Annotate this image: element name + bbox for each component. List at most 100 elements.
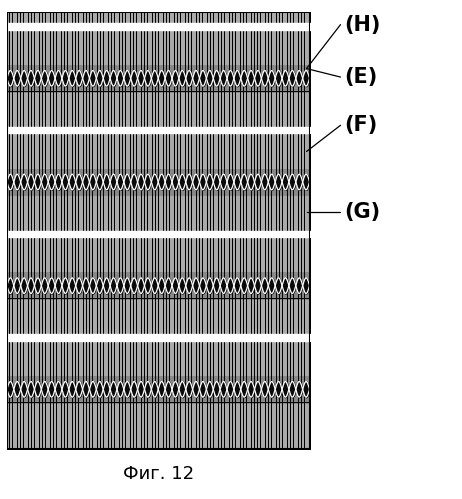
- Point: [109, 82, 116, 90]
- Point: [142, 104, 150, 112]
- Point: [272, 348, 279, 356]
- Point: [236, 285, 243, 293]
- Point: [87, 226, 94, 234]
- Point: [65, 430, 73, 438]
- Point: [255, 182, 262, 190]
- Point: [148, 152, 155, 160]
- Point: [291, 82, 298, 90]
- Point: [128, 122, 136, 130]
- Point: [84, 276, 91, 284]
- Point: [5, 250, 12, 258]
- Point: [62, 226, 70, 234]
- Point: [156, 311, 163, 319]
- Point: [117, 152, 125, 160]
- Point: [197, 182, 205, 190]
- Point: [90, 58, 97, 66]
- Point: [79, 432, 86, 440]
- Point: [29, 356, 36, 364]
- Point: [32, 67, 39, 75]
- Point: [304, 309, 312, 317]
- Point: [60, 302, 67, 310]
- Point: [227, 422, 235, 430]
- Point: [7, 296, 15, 304]
- Point: [60, 274, 67, 282]
- Point: [288, 65, 296, 73]
- Point: [142, 324, 150, 332]
- Point: [117, 30, 125, 38]
- Point: [225, 256, 232, 264]
- Point: [92, 372, 100, 380]
- Point: [296, 224, 304, 232]
- Point: [37, 176, 45, 184]
- Point: [189, 443, 196, 451]
- Point: [43, 354, 50, 362]
- Point: [43, 278, 50, 286]
- Point: [192, 328, 199, 336]
- Point: [192, 300, 199, 308]
- Point: [294, 15, 301, 23]
- Point: [236, 76, 243, 84]
- Point: [233, 435, 240, 443]
- Point: [24, 245, 31, 252]
- Point: [304, 289, 312, 297]
- Point: [57, 197, 64, 205]
- Point: [90, 443, 97, 451]
- Point: [60, 300, 67, 308]
- Point: [178, 409, 185, 417]
- Point: [158, 193, 166, 201]
- Point: [21, 221, 28, 229]
- Point: [148, 234, 155, 242]
- Point: [167, 219, 174, 227]
- Point: [62, 95, 70, 103]
- Point: [123, 68, 130, 76]
- Point: [244, 121, 251, 129]
- Point: [103, 304, 111, 312]
- Point: [79, 98, 86, 106]
- Point: [167, 48, 174, 56]
- Point: [21, 43, 28, 51]
- Point: [15, 87, 23, 95]
- Point: [35, 348, 42, 356]
- Point: [62, 170, 70, 178]
- Point: [29, 221, 36, 229]
- Point: [126, 52, 133, 60]
- Point: [172, 86, 180, 94]
- Point: [13, 13, 20, 21]
- Point: [219, 309, 227, 317]
- Point: [40, 291, 48, 299]
- Point: [233, 132, 240, 140]
- Point: [255, 82, 262, 90]
- Point: [29, 148, 36, 156]
- Point: [158, 243, 166, 251]
- Point: [76, 150, 84, 158]
- Point: [252, 298, 260, 306]
- Point: [46, 78, 53, 86]
- Point: [87, 328, 94, 336]
- Point: [302, 206, 309, 214]
- Point: [249, 198, 257, 206]
- Point: [7, 417, 15, 425]
- Point: [40, 163, 48, 171]
- Point: [175, 147, 182, 155]
- Point: [252, 417, 260, 425]
- Point: [192, 397, 199, 405]
- Point: [13, 304, 20, 312]
- Point: [57, 41, 64, 49]
- Point: [238, 326, 246, 334]
- Point: [294, 236, 301, 244]
- Point: [227, 249, 235, 256]
- Point: [82, 186, 89, 194]
- Point: [5, 306, 12, 314]
- Point: [263, 197, 271, 205]
- Point: [26, 296, 34, 304]
- Point: [178, 224, 185, 232]
- Point: [145, 359, 152, 367]
- Point: [299, 68, 306, 76]
- Point: [291, 256, 298, 264]
- Point: [76, 115, 84, 123]
- Point: [134, 174, 141, 182]
- Point: [106, 411, 114, 419]
- Point: [131, 33, 139, 41]
- Point: [153, 358, 161, 366]
- Point: [82, 204, 89, 212]
